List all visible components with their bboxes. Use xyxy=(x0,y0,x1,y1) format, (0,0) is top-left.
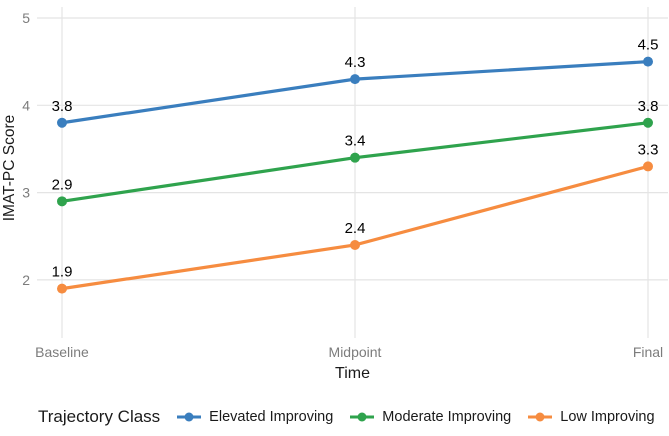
x-tick-label: Final xyxy=(633,344,663,360)
x-tick-label: Baseline xyxy=(35,344,89,360)
data-point-label: 3.8 xyxy=(638,98,659,115)
legend-key-line-dot-icon xyxy=(177,412,202,422)
legend-key-line-dot-icon xyxy=(528,412,553,422)
y-tick-label: 5 xyxy=(22,10,30,26)
y-axis-title: IMAT-PC Score xyxy=(1,115,18,222)
data-point-label: 2.9 xyxy=(52,176,73,193)
legend-title: Trajectory Class xyxy=(38,407,161,426)
data-point-label: 4.3 xyxy=(345,54,366,71)
y-tick-label: 3 xyxy=(22,185,30,201)
chart-legend: Trajectory Class Elevated Improving Mode… xyxy=(38,403,655,431)
data-point-label: 3.8 xyxy=(52,98,73,115)
x-tick-label: Midpoint xyxy=(329,344,382,360)
data-point-elevated-improving xyxy=(350,74,360,85)
legend-label: Low Improving xyxy=(560,409,655,425)
data-point-low-improving xyxy=(350,239,360,250)
data-point-moderate-improving xyxy=(350,152,360,163)
y-tick-label: 4 xyxy=(22,97,30,113)
legend-label: Elevated Improving xyxy=(209,409,334,425)
x-axis-title: Time xyxy=(335,365,370,382)
data-point-label: 3.3 xyxy=(638,141,659,158)
data-point-moderate-improving xyxy=(643,117,653,128)
line-chart: 3.8 4.3 4.5 2.9 3.4 3.8 1.9 2.4 3.3 2 3 4 5 Baseline M… xyxy=(1,7,668,382)
data-point-label: 2.4 xyxy=(345,220,366,237)
data-point-moderate-improving xyxy=(57,196,67,207)
legend-key-line-dot-icon xyxy=(350,412,375,422)
data-point-label: 1.9 xyxy=(52,264,73,281)
data-point-low-improving xyxy=(643,161,653,172)
legend-item-elevated-improving: Elevated Improving xyxy=(176,409,333,425)
data-point-elevated-improving xyxy=(643,56,653,67)
y-tick-label: 2 xyxy=(22,272,30,288)
legend-item-low-improving: Low Improving xyxy=(527,409,655,425)
legend-label: Moderate Improving xyxy=(382,409,512,425)
data-point-label: 3.4 xyxy=(345,133,366,150)
legend-item-moderate-improving: Moderate Improving xyxy=(349,409,511,425)
data-point-label: 4.5 xyxy=(638,37,659,54)
data-point-elevated-improving xyxy=(57,117,67,128)
data-point-low-improving xyxy=(57,283,67,294)
